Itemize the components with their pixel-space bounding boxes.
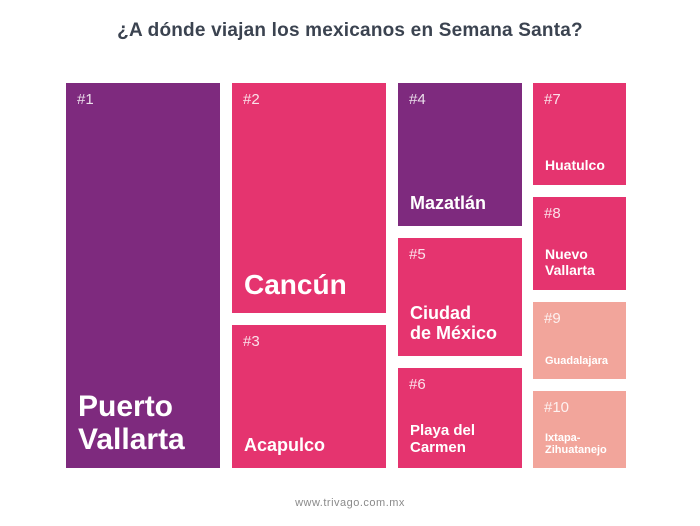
footer-url: www.trivago.com.mx — [295, 497, 405, 509]
treemap-tile-6: #6 Playa del Carmen — [398, 368, 522, 468]
chart-title: ¿A dónde viajan los mexicanos en Semana … — [117, 20, 583, 41]
tile-label-line: Mazatlán — [410, 193, 487, 214]
tile-rank: #4 — [409, 91, 426, 108]
treemap-tile-2: #2 Cancún — [232, 83, 386, 313]
treemap-tile-9: #9 Guadalajara — [533, 302, 626, 379]
tile-rank: #7 — [544, 91, 561, 108]
tile-label: Ixtapa- Zihuatanejo — [545, 432, 620, 456]
tile-label: Huatulco — [545, 156, 620, 173]
tile-label-line: Cancún — [244, 269, 347, 301]
tile-label-line: Huatulco — [545, 156, 605, 173]
tile-label-line: Vallarta — [545, 261, 595, 278]
tile-rank: #8 — [544, 205, 561, 222]
tile-label: Ciudad de México — [410, 304, 516, 344]
treemap-tile-1: #1 Puerto Vallarta — [66, 83, 220, 468]
treemap-tile-7: #7 Huatulco — [533, 83, 626, 185]
treemap-tile-3: #3 Acapulco — [232, 325, 386, 468]
treemap-tile-10: #10 Ixtapa- Zihuatanejo — [533, 391, 626, 468]
tile-label-line: Ciudad — [410, 303, 471, 324]
tile-label-line: Puerto — [78, 390, 174, 423]
tile-label-line: Ixtapa- — [545, 431, 581, 444]
tile-label-line: Carmen — [410, 438, 466, 456]
tile-label-line: Zihuatanejo — [545, 443, 607, 456]
tile-rank: #2 — [243, 91, 260, 108]
tile-label-line: Nuevo — [545, 246, 588, 263]
tile-rank: #1 — [77, 91, 94, 108]
tile-label-line: Playa del — [410, 422, 476, 439]
tile-label-line: de México — [410, 323, 498, 344]
tile-rank: #9 — [544, 310, 561, 327]
tile-label: Puerto Vallarta — [78, 390, 214, 456]
tile-label-line: Guadalajara — [545, 354, 608, 367]
tile-rank: #3 — [243, 333, 260, 350]
tile-rank: #10 — [544, 399, 570, 416]
treemap-tile-8: #8 Nuevo Vallarta — [533, 197, 626, 290]
tile-label: Mazatlán — [410, 193, 516, 214]
tile-label-line: Vallarta — [78, 423, 185, 456]
tile-rank: #5 — [409, 246, 426, 263]
treemap-tile-5: #5 Ciudad de México — [398, 238, 522, 356]
tile-label: Guadalajara — [545, 355, 620, 367]
tile-label: Cancún — [244, 269, 380, 301]
tile-label-line: Acapulco — [244, 435, 326, 456]
treemap-tile-4: #4 Mazatlán — [398, 83, 522, 226]
tile-rank: #6 — [409, 376, 426, 393]
tile-label: Acapulco — [244, 435, 380, 456]
tile-label: Playa del Carmen — [410, 422, 516, 456]
tile-label: Nuevo Vallarta — [545, 246, 620, 278]
